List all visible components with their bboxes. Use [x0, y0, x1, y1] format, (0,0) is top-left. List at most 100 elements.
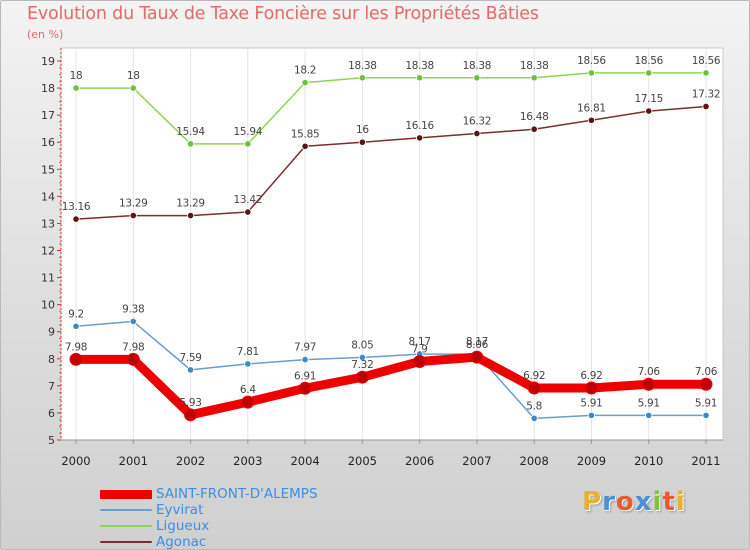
data-point — [642, 377, 656, 391]
y-tick-label: 18 — [41, 82, 55, 95]
logo-letter: r — [602, 487, 616, 517]
legend-item: Ligueux — [100, 518, 318, 534]
data-label: 8.05 — [351, 339, 373, 351]
data-label: 6.4 — [240, 384, 256, 396]
data-point — [587, 116, 596, 124]
data-label: 7.59 — [179, 352, 201, 364]
series-line-ligueux — [76, 72, 706, 145]
data-point — [530, 414, 538, 422]
x-tick-label: 2001 — [119, 454, 148, 468]
data-label: 5.91 — [638, 397, 660, 409]
data-point — [473, 129, 481, 138]
data-point — [473, 74, 481, 82]
x-tick-label: 2006 — [405, 454, 434, 468]
data-point — [645, 411, 653, 419]
data-point — [470, 350, 484, 364]
series-line-agonac — [75, 105, 707, 220]
legend-swatch — [100, 489, 152, 499]
legend-swatch — [100, 525, 152, 527]
data-label: 7.9 — [412, 343, 428, 355]
legend-swatch — [100, 541, 152, 543]
legend-swatch — [100, 509, 152, 511]
y-tick-label: 5 — [48, 434, 55, 447]
logo-letter: x — [634, 487, 653, 517]
data-point — [645, 107, 653, 115]
y-tick-label: 10 — [41, 299, 55, 312]
legend-label: Ligueux — [156, 518, 210, 534]
x-tick-label: 2009 — [577, 454, 606, 468]
logo-letter: o — [615, 487, 635, 517]
data-point — [129, 211, 137, 220]
data-point — [702, 411, 710, 419]
logo-letter: i — [675, 487, 686, 517]
data-label: 18.2 — [294, 65, 316, 77]
data-point — [416, 134, 424, 142]
data-label: 7.98 — [122, 341, 144, 353]
data-label: 7.06 — [695, 366, 718, 378]
data-label: 18.38 — [348, 60, 377, 72]
data-label: 6.92 — [523, 370, 545, 382]
data-point — [301, 142, 309, 150]
data-point — [358, 353, 366, 362]
data-label: 9.38 — [122, 303, 144, 315]
data-point — [584, 381, 598, 395]
data-label: 17.32 — [692, 88, 721, 100]
y-tick-label: 9 — [48, 326, 55, 339]
data-label: 5.8 — [526, 400, 542, 412]
plot-area — [60, 47, 724, 441]
proxiti-logo: Proxiti — [582, 487, 686, 517]
data-label: 7.98 — [65, 341, 87, 353]
y-tick-label: 13 — [41, 217, 55, 230]
y-tick-label: 14 — [41, 190, 55, 203]
legend-label: Eyvirat — [156, 502, 204, 518]
data-label: 15.94 — [234, 126, 263, 138]
data-point — [301, 79, 309, 87]
data-label: 16.16 — [405, 120, 434, 132]
data-point — [129, 84, 137, 92]
data-label: 16.81 — [577, 102, 606, 114]
data-point — [587, 69, 596, 77]
x-tick-label: 2007 — [462, 454, 491, 468]
data-point — [527, 381, 541, 395]
data-label: 16.48 — [520, 111, 549, 123]
data-label: 18.38 — [405, 60, 434, 72]
data-label: 13.16 — [62, 201, 91, 213]
data-point — [530, 125, 538, 133]
data-label: 7.81 — [237, 346, 259, 358]
data-point — [72, 215, 80, 223]
data-label: 6.91 — [294, 370, 316, 382]
legend: SAINT-FRONT-D'ALEMPS Eyvirat Ligueux Agonac — [100, 486, 318, 550]
y-tick-label: 11 — [41, 272, 55, 285]
data-label: 18.56 — [577, 55, 606, 67]
data-point — [298, 381, 312, 395]
data-point — [702, 102, 710, 111]
data-point — [702, 69, 710, 77]
data-label: 9.2 — [68, 308, 84, 320]
data-label: 18 — [70, 70, 83, 82]
data-point — [301, 355, 309, 364]
data-label: 18 — [127, 70, 140, 82]
y-unit-label: (en %) — [27, 28, 64, 41]
data-label: 15.85 — [291, 128, 320, 140]
data-point — [186, 211, 195, 220]
data-label: 8.06 — [466, 339, 489, 351]
data-label: 15.94 — [176, 126, 205, 138]
y-tick-label: 7 — [48, 380, 55, 393]
x-tick-label: 2011 — [691, 454, 720, 468]
x-tick-label: 2005 — [348, 454, 377, 468]
data-point — [186, 366, 195, 374]
data-label: 7.97 — [294, 342, 316, 354]
data-label: 7.06 — [638, 366, 661, 378]
data-point — [358, 138, 366, 146]
data-label: 6.92 — [580, 370, 602, 382]
data-point — [355, 370, 369, 384]
data-point — [244, 360, 252, 368]
data-label: 8.17 — [409, 336, 431, 348]
logo-letter: i — [652, 487, 663, 517]
y-tick-label: 6 — [48, 407, 55, 420]
data-label: 18.56 — [634, 55, 663, 67]
y-tick-label: 8 — [48, 353, 55, 366]
y-tick-label: 12 — [41, 245, 55, 258]
x-tick-label: 2004 — [290, 454, 319, 468]
